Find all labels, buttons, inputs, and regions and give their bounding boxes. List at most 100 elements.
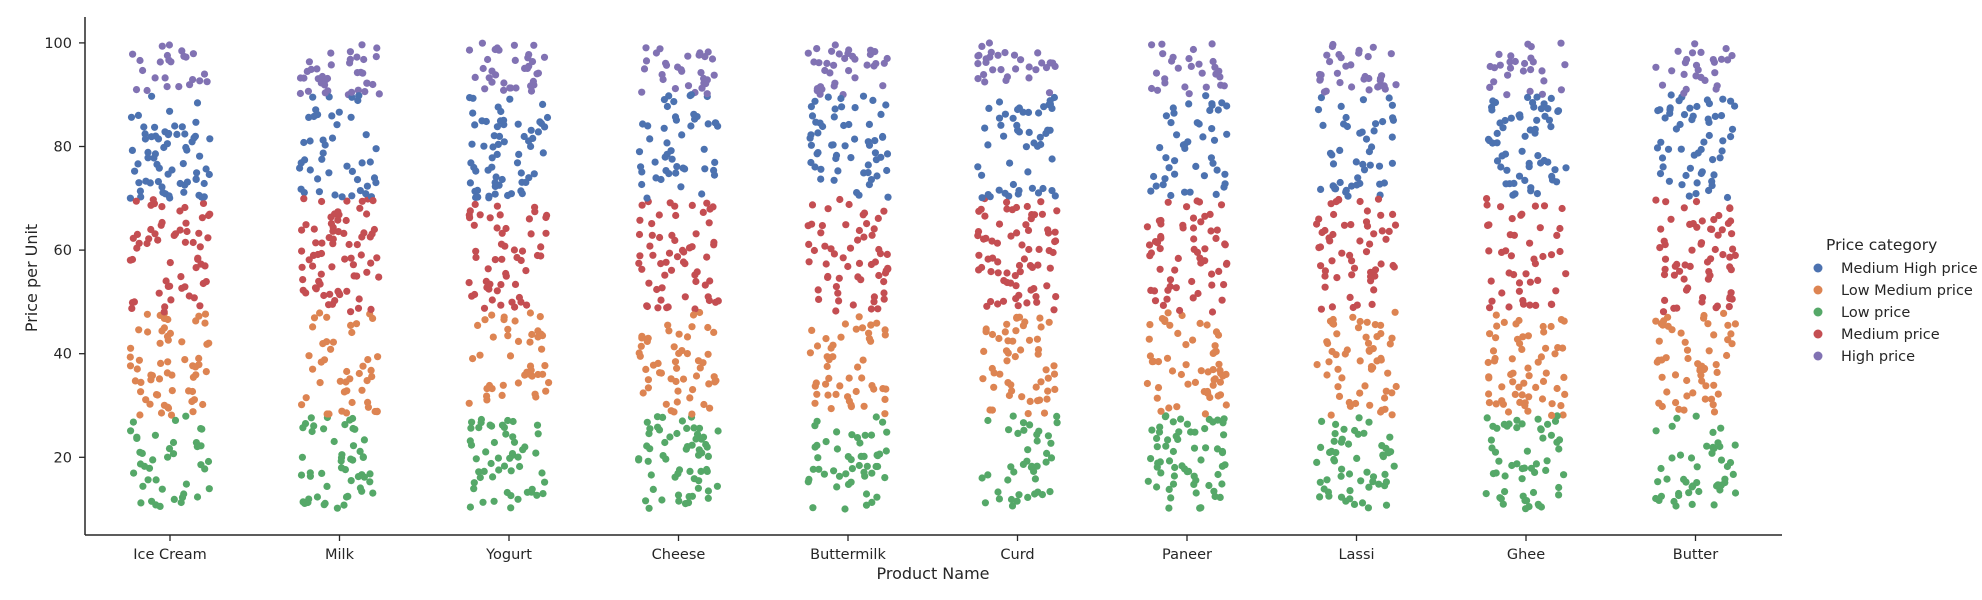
data-point — [649, 251, 657, 259]
data-point — [189, 408, 197, 416]
data-point — [1555, 445, 1563, 453]
data-point — [1053, 412, 1061, 420]
data-point — [1508, 461, 1516, 470]
data-point — [301, 156, 309, 164]
data-point — [166, 282, 174, 290]
data-point — [854, 236, 862, 244]
data-point — [1170, 472, 1178, 480]
data-point — [191, 132, 199, 140]
data-point — [482, 448, 490, 456]
data-point — [683, 333, 692, 341]
data-point — [1010, 468, 1018, 476]
data-point — [137, 388, 145, 396]
data-point — [1333, 69, 1341, 77]
data-point — [1156, 245, 1164, 253]
data-point — [1387, 50, 1395, 58]
data-point — [662, 455, 670, 463]
data-point — [980, 71, 988, 79]
data-point — [1046, 488, 1054, 496]
data-point — [635, 349, 643, 357]
data-point — [811, 97, 819, 105]
data-point — [480, 304, 489, 312]
data-point — [1710, 58, 1718, 66]
data-point — [830, 250, 839, 258]
data-point — [1705, 131, 1713, 140]
data-point — [1532, 383, 1540, 391]
data-point — [357, 251, 365, 259]
data-point — [1488, 103, 1496, 111]
data-point — [494, 454, 502, 462]
data-point — [1537, 503, 1545, 511]
data-point — [1025, 336, 1034, 344]
data-point — [369, 80, 377, 89]
data-point — [497, 240, 506, 248]
data-point — [1370, 127, 1378, 135]
data-point — [883, 428, 891, 436]
data-point — [1185, 100, 1193, 108]
data-point — [978, 474, 986, 482]
data-point — [1218, 296, 1226, 304]
data-point — [1009, 180, 1018, 189]
data-point — [1154, 358, 1163, 366]
data-point — [354, 304, 363, 312]
data-point — [127, 427, 135, 435]
data-point — [855, 461, 863, 470]
data-point — [309, 93, 317, 101]
data-point — [671, 85, 680, 93]
data-point — [995, 495, 1004, 503]
data-point — [981, 212, 989, 220]
data-point — [493, 150, 501, 158]
data-point — [975, 51, 983, 60]
data-point — [154, 391, 162, 399]
data-point — [847, 403, 856, 411]
data-point — [374, 353, 382, 361]
data-point — [1048, 155, 1056, 163]
data-point — [315, 188, 323, 196]
data-point — [1392, 382, 1400, 391]
data-point — [1672, 399, 1680, 407]
data-point — [323, 482, 331, 490]
data-point — [135, 179, 143, 187]
data-point — [1020, 255, 1028, 263]
data-point — [861, 472, 869, 480]
data-point — [1523, 497, 1531, 505]
data-point — [822, 380, 830, 388]
data-point — [1143, 223, 1151, 231]
data-point — [1719, 251, 1727, 259]
data-point — [1704, 115, 1712, 123]
data-point — [1017, 56, 1025, 64]
data-point — [1557, 316, 1565, 324]
data-point — [1495, 50, 1503, 59]
data-point — [1157, 234, 1165, 242]
data-point — [1169, 480, 1178, 488]
data-point — [980, 347, 988, 355]
data-point — [1213, 166, 1221, 174]
data-point — [1365, 74, 1373, 83]
data-point — [189, 238, 197, 247]
data-point — [1209, 159, 1217, 167]
data-point — [1540, 328, 1548, 336]
data-point — [297, 185, 305, 193]
data-point — [701, 165, 709, 173]
data-point — [1513, 416, 1521, 424]
data-point — [201, 319, 209, 327]
data-point — [1223, 130, 1231, 138]
data-point — [864, 138, 872, 146]
data-point — [318, 197, 326, 206]
data-point — [675, 497, 683, 505]
data-point — [1143, 379, 1151, 388]
data-point — [813, 390, 821, 398]
data-point — [1344, 192, 1352, 200]
data-point — [1725, 303, 1733, 311]
x-tick-label: Paneer — [1162, 547, 1212, 563]
data-point — [131, 377, 139, 385]
x-tick-label: Cheese — [652, 547, 706, 563]
data-point — [169, 450, 178, 458]
data-point — [984, 416, 992, 425]
data-point — [309, 365, 317, 373]
data-point — [867, 305, 876, 313]
data-point — [1526, 87, 1534, 95]
data-point — [985, 39, 994, 47]
data-point — [679, 258, 688, 266]
data-point — [320, 291, 328, 300]
